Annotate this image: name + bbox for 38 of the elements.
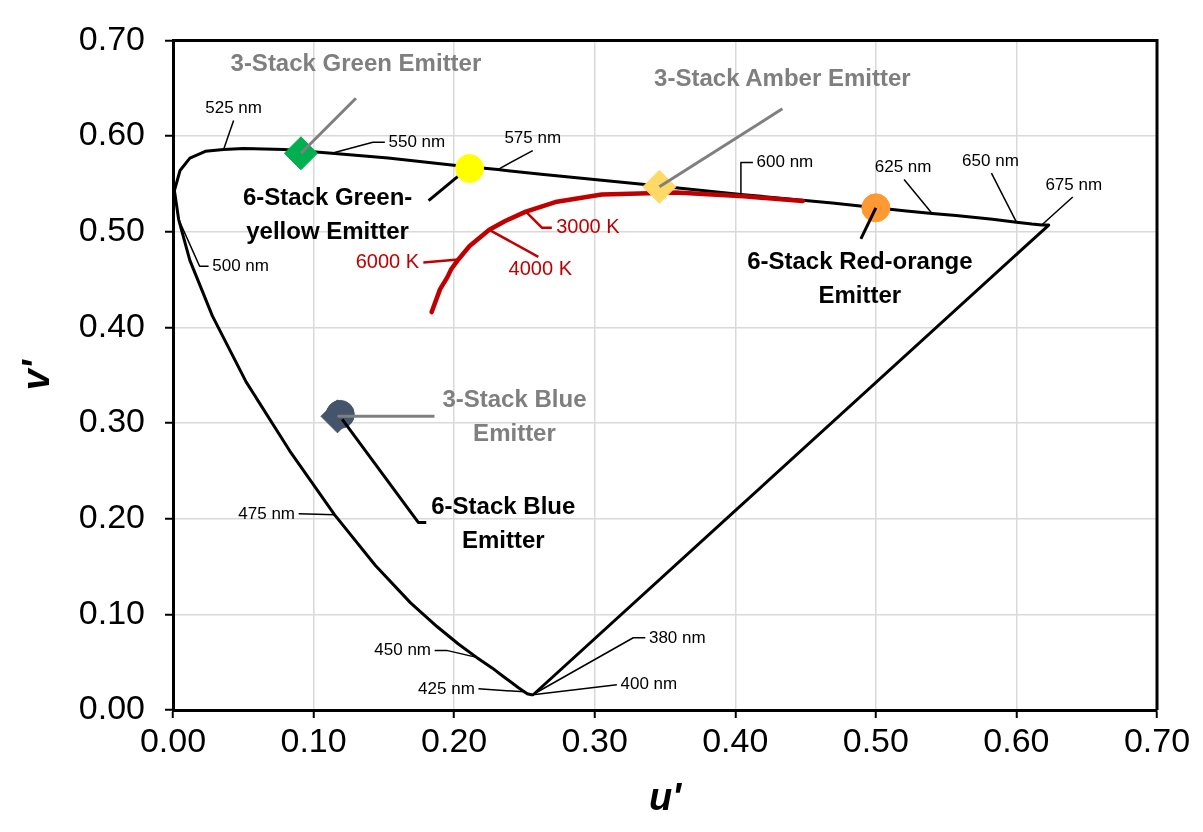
- annotation: 400 nm: [620, 674, 678, 694]
- annotation: 450 nm: [374, 640, 431, 660]
- annotation: 650 nm: [962, 150, 1019, 170]
- annotation: 380 nm: [648, 628, 706, 648]
- annotation: 6000 K: [355, 249, 420, 272]
- annotation: 675 nm: [1045, 174, 1103, 194]
- x-axis-title: u': [648, 775, 684, 818]
- text: 3-Stack Green Emitter: [230, 48, 482, 76]
- series-label: 6-Stack Green-yellow Emitter: [242, 183, 413, 245]
- y-tick-label: 0.30: [78, 401, 145, 440]
- x-tick-label: 0.40: [702, 720, 769, 759]
- y-tick-label: 0.10: [78, 592, 145, 631]
- annotation: 425 nm: [418, 678, 475, 698]
- x-tick-label: 0.20: [421, 720, 488, 759]
- text: 6-Stack Red-orange Emitter: [747, 247, 973, 309]
- y-tick-label: 0.70: [78, 18, 145, 57]
- x-tick-label: 0.30: [561, 720, 628, 759]
- y-tick-label: 0.40: [78, 305, 145, 344]
- text: 6-Stack Blue Emitter: [431, 492, 576, 554]
- y-tick-label: 0.20: [78, 497, 145, 536]
- y-axis-title: v': [15, 358, 58, 391]
- x-tick-label: 0.50: [842, 720, 909, 759]
- annotation: 4000 K: [508, 257, 573, 280]
- annotation: 475 nm: [238, 503, 296, 523]
- annotation: 600 nm: [756, 152, 814, 172]
- annotation: 575 nm: [504, 128, 562, 148]
- annotation: 525 nm: [205, 98, 262, 118]
- annotation: 625 nm: [874, 157, 932, 177]
- annotation: 500 nm: [212, 255, 269, 275]
- annotation: 550 nm: [388, 131, 446, 151]
- y-tick-label: 0.60: [78, 114, 145, 153]
- x-tick-label: 0.60: [983, 720, 1050, 759]
- x-tick-label: 0.10: [280, 720, 347, 759]
- x-tick-label: 0.70: [1123, 720, 1191, 759]
- text: 3-Stack Blue Emitter: [442, 384, 587, 446]
- text: 3-Stack Amber Emitter: [654, 64, 911, 92]
- annotation: 3000 K: [556, 215, 621, 238]
- y-tick-label: 0.50: [78, 210, 145, 249]
